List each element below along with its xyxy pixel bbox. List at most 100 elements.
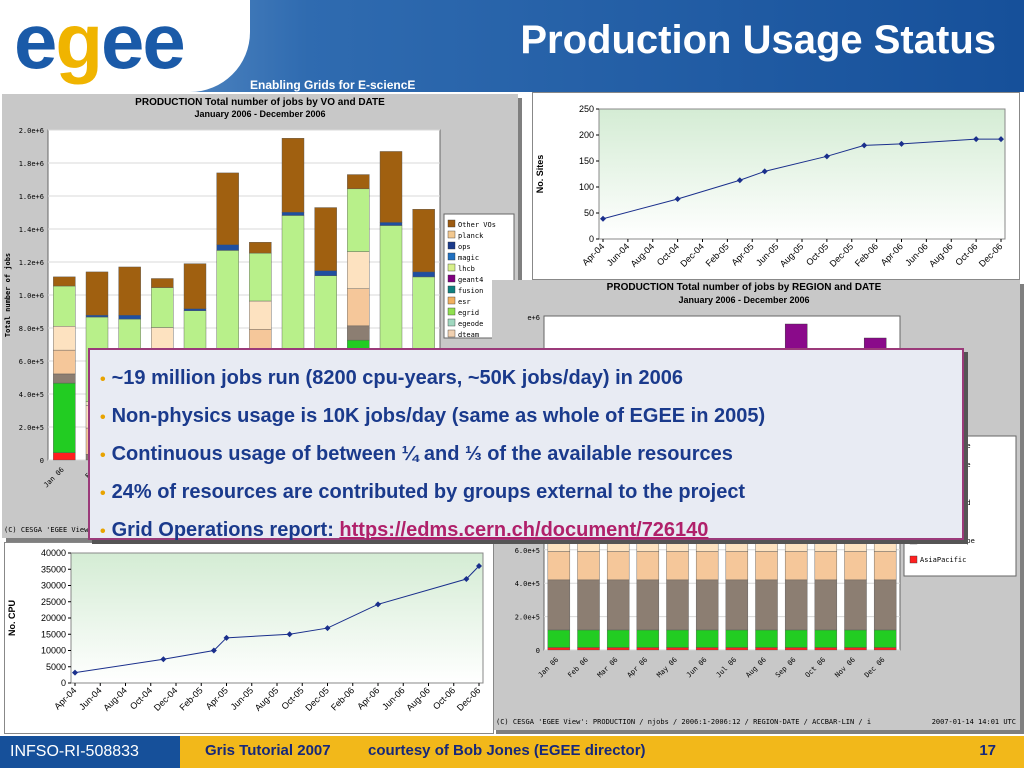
bar-segment (725, 579, 749, 631)
x-tick-label: Dec-05 (828, 241, 856, 269)
x-tick-label: Mar 06 (596, 656, 620, 680)
x-tick-label: Apr-05 (729, 241, 755, 267)
y-tick-label: 1.0e+6 (19, 292, 44, 300)
bar-segment (547, 579, 571, 631)
legend-swatch (447, 307, 456, 316)
bar-segment (249, 300, 272, 330)
x-tick-label: Jan 06 (42, 466, 66, 490)
bullet-item: • ~19 million jobs run (8200 cpu-years, ~… (100, 367, 683, 389)
grid-ops-report-link[interactable]: https://edms.cern.ch/document/726140 (339, 519, 709, 541)
x-tick-label: Jun-06 (380, 685, 407, 712)
data-point (463, 576, 470, 582)
legend-label: fusion (458, 287, 483, 295)
data-point (736, 177, 743, 184)
x-tick-label: Jun 06 (685, 656, 709, 680)
logo-area: egee (0, 0, 250, 92)
plot-area (70, 552, 484, 684)
data-point (286, 631, 293, 638)
legend-label: egeode (458, 320, 483, 328)
bar-segment (784, 551, 808, 581)
data-point (324, 625, 331, 632)
bar-segment (85, 314, 109, 318)
legend-label: magic (458, 254, 479, 262)
bar-segment (281, 215, 305, 361)
bar-segment (281, 138, 305, 213)
x-tick-label: Oct-04 (128, 685, 154, 711)
bar-segment (347, 288, 370, 327)
bar-segment (151, 278, 174, 288)
cpu-chart-panel: 0 5000 10000 15000 20000 25000 30000 35000 40000… (4, 542, 494, 734)
bar-segment (695, 629, 719, 648)
bar-segment (666, 579, 689, 631)
y-tick-label: 0 (40, 457, 44, 465)
bar-segment (577, 551, 600, 581)
x-tick-label: Feb 06 (566, 656, 590, 680)
y-tick-label: 1.2e+6 (19, 259, 44, 267)
bar-segment (183, 308, 207, 311)
x-tick-label: Aug-05 (778, 241, 806, 269)
bar-segment (873, 579, 897, 631)
x-tick-label: Aug-06 (404, 685, 432, 713)
footer-event: Gris Tutorial 2007 (205, 742, 331, 759)
data-point (600, 215, 606, 222)
x-tick-label: Dec 06 (863, 656, 887, 680)
bar-segment (814, 629, 838, 648)
x-tick-label: Apr 06 (626, 656, 650, 680)
bar-segment (725, 647, 749, 651)
sites-chart-panel: 0 50 100 150 200 250 Apr-04 Jun-04 Aug-04 Oct-04 D… (532, 92, 1020, 280)
bar-segment (379, 225, 403, 365)
bar-segment (314, 270, 337, 276)
data-point (761, 168, 768, 175)
bar-segment (695, 579, 719, 631)
bar-segment (844, 629, 867, 648)
bar-segment (636, 629, 660, 648)
bar-segment (873, 629, 897, 648)
y-axis-label: No. CPU (7, 600, 17, 636)
bar-segment (844, 579, 867, 631)
x-tick-label: Jun-06 (903, 241, 930, 268)
bar-segment (53, 382, 76, 453)
x-tick-label: Jun-05 (229, 685, 256, 712)
x-tick-label: Dec-05 (303, 685, 331, 713)
x-tick-label: Jun-05 (754, 241, 781, 268)
y-tick-label: 40000 (41, 548, 66, 558)
x-tick-label: Oct 06 (804, 656, 828, 680)
bar-segment (606, 647, 630, 651)
x-tick-label: Apr-04 (52, 685, 78, 711)
data-point (223, 634, 230, 641)
bar-segment (755, 647, 778, 651)
x-tick-label: Jul 06 (715, 656, 739, 680)
bar-segment (755, 629, 778, 648)
y-tick-label: 5000 (46, 662, 66, 672)
x-tick-label: Feb-06 (329, 685, 356, 712)
legend-swatch (447, 329, 456, 338)
legend-label: geant4 (458, 276, 483, 284)
bar-segment (151, 287, 174, 328)
bar-segment (118, 266, 141, 316)
bar-segment (53, 326, 76, 351)
plot-area (598, 108, 1006, 240)
data-point (973, 136, 980, 143)
bar-segment (118, 315, 141, 320)
x-tick-label: Aug 06 (744, 656, 768, 680)
bar-segment (606, 551, 630, 581)
footer-project-id: INFSO-RI-508833 (0, 736, 180, 768)
x-tick-label: Dec-04 (152, 685, 180, 713)
y-tick-label: 250 (579, 104, 594, 114)
bar-segment (695, 647, 719, 651)
x-tick-label: May 06 (655, 656, 679, 680)
x-tick-label: Feb-06 (853, 241, 880, 268)
bar-segment (844, 647, 867, 651)
y-tick-label: 200 (579, 130, 594, 140)
header-subtitle: Enabling Grids for E-sciencE (250, 78, 416, 92)
chart-footer-date: 2007-01-14 14:01 UTC (932, 718, 1016, 726)
x-tick-label: Apr-06 (879, 241, 905, 267)
footer-bar: INFSO-RI-508833 Gris Tutorial 2007 court… (0, 736, 1024, 768)
legend-swatch (447, 296, 456, 305)
x-tick-label: Jun-04 (605, 241, 632, 268)
x-tick-label: Apr-06 (355, 685, 381, 711)
legend-swatch (447, 274, 456, 283)
y-tick-label: 0 (589, 234, 594, 244)
chart-subtitle: January 2006 - December 2006 (194, 109, 325, 119)
